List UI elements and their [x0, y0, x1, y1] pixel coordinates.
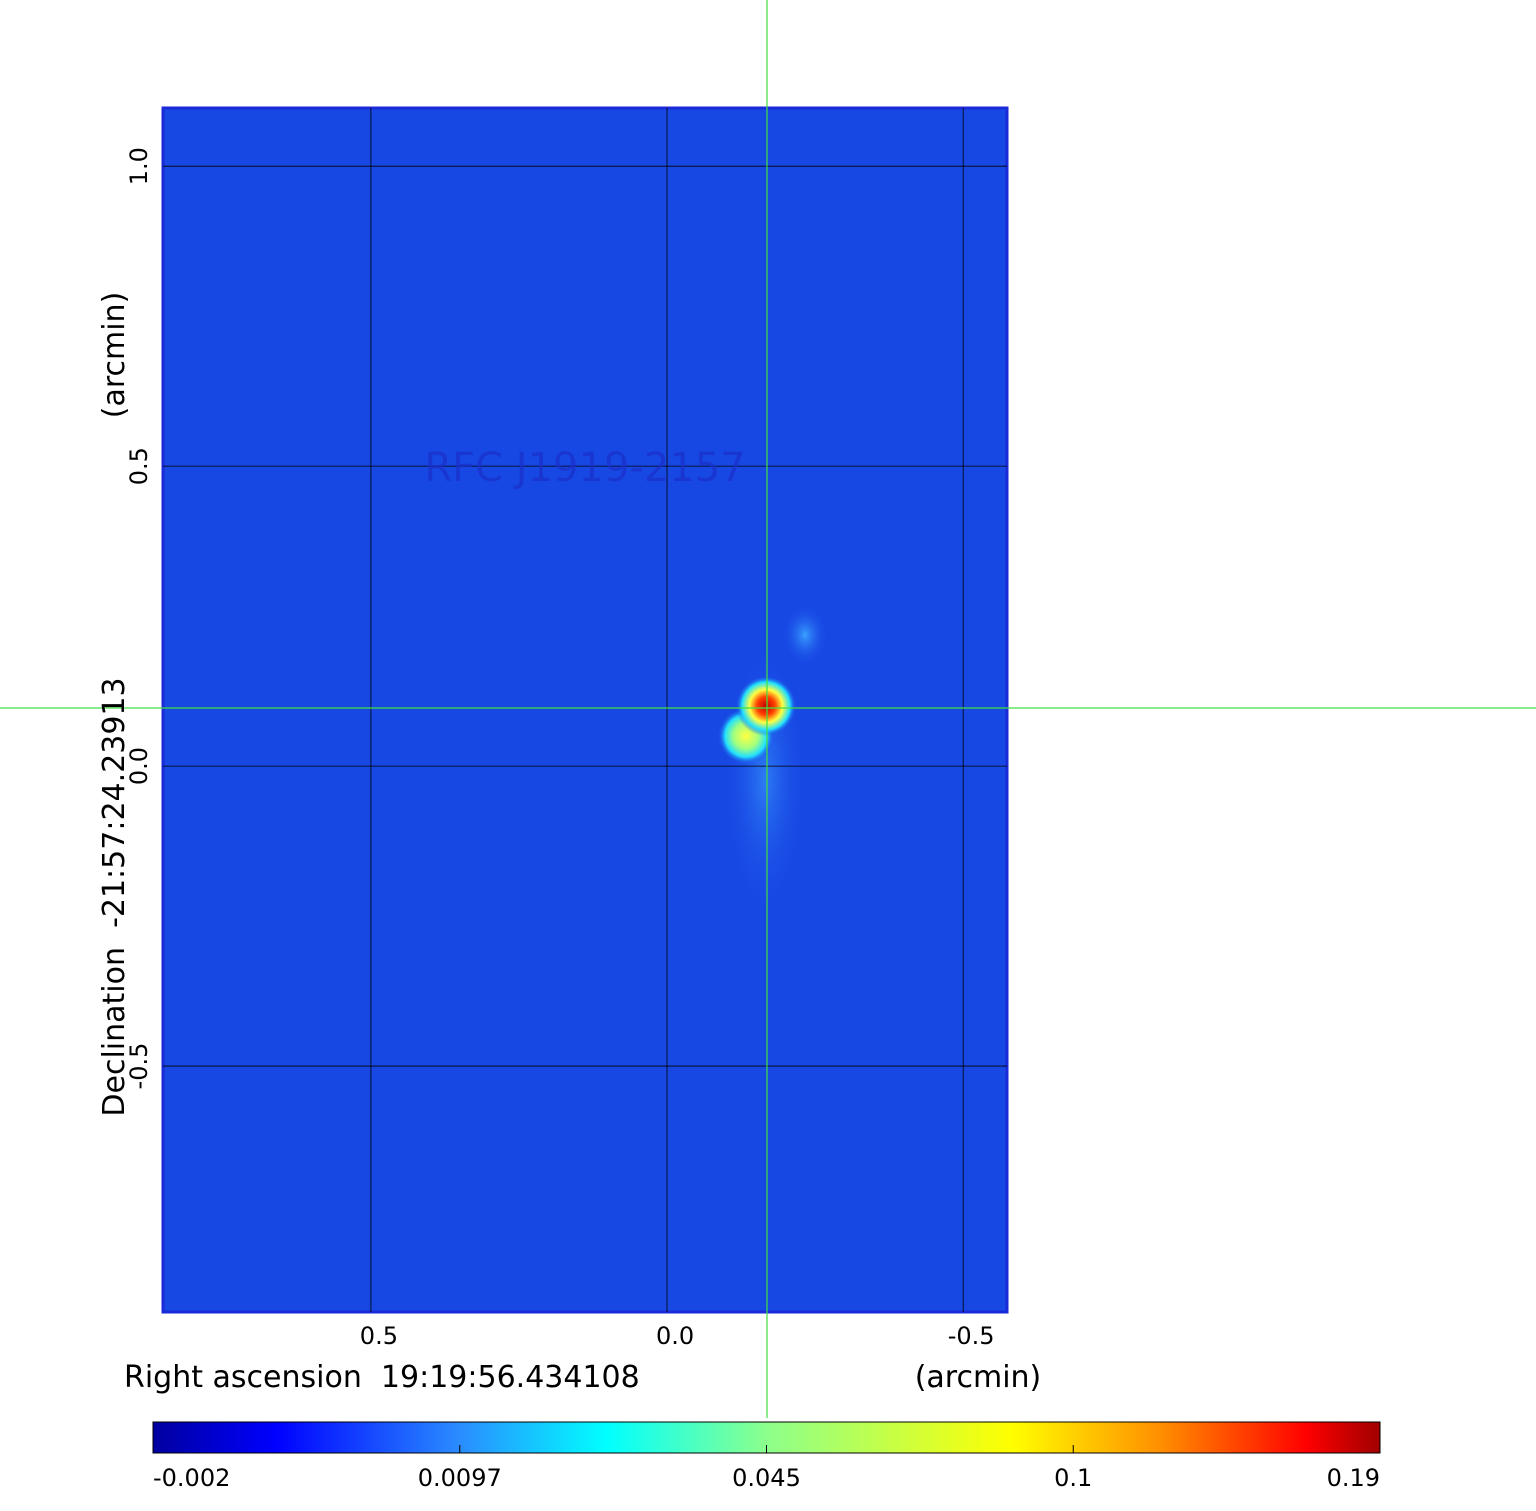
source-faint [783, 605, 827, 665]
x-tick-label: 0.0 [656, 1322, 694, 1350]
x-tick-label: 0.5 [360, 1322, 398, 1350]
colorbar-tick-label: 0.1 [1054, 1464, 1092, 1492]
x-tick-label: -0.5 [948, 1322, 995, 1350]
source-core [736, 676, 796, 736]
colorbar-ticks: -0.002 0.0097 0.045 0.1 0.19 [152, 1445, 1381, 1492]
y-tick-label: 0.5 [125, 447, 153, 485]
colorbar-tick-label: 0.19 [1327, 1464, 1380, 1492]
y-tick-label: 1.0 [125, 147, 153, 185]
y-tick-label: -0.5 [125, 1043, 153, 1090]
x-axis-unit: (arcmin) [915, 1360, 1042, 1395]
y-axis-label: Declination -21:57:24.23913 [97, 677, 132, 1116]
colorbar-tick-label: 0.0097 [418, 1464, 502, 1492]
image-panel [161, 106, 1009, 1314]
colorbar-tick-label: 0.045 [732, 1464, 801, 1492]
y-tick-label: 0.0 [125, 747, 153, 785]
colorbar-tick-label: -0.002 [153, 1464, 230, 1492]
image [161, 106, 1009, 1314]
y-axis-unit: (arcmin) [97, 292, 132, 419]
x-axis-label: Right ascension 19:19:56.434108 [124, 1360, 640, 1395]
grid [163, 108, 1007, 1312]
source-name: RFC J1919-2157 [424, 445, 745, 491]
